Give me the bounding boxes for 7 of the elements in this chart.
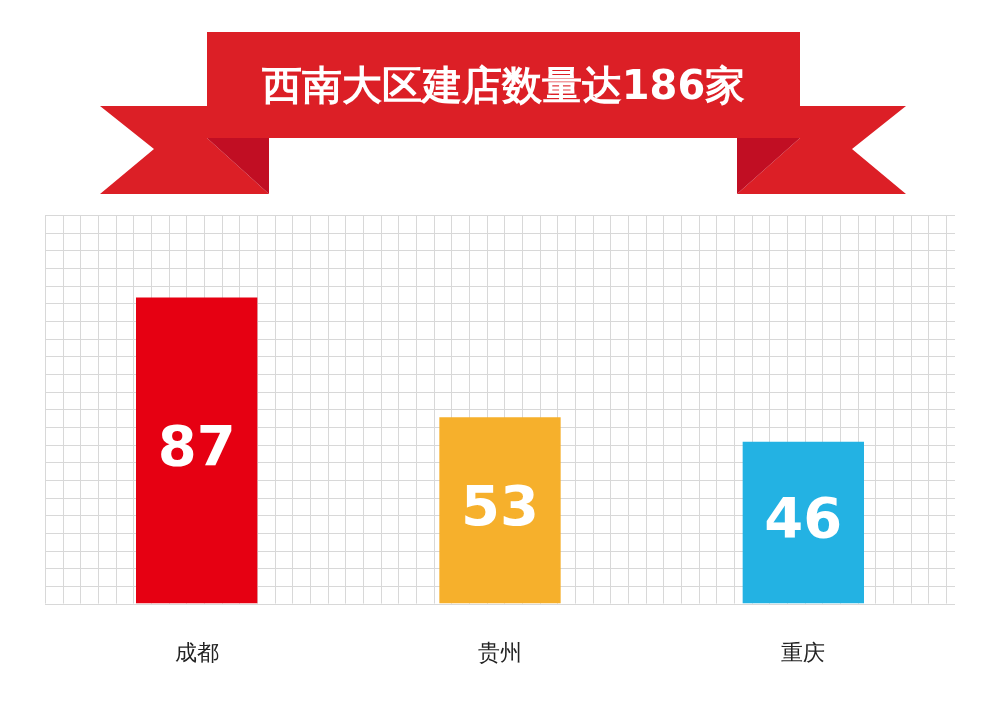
data-label: 46 <box>764 485 843 551</box>
chart-title: 西南大区建店数量达186家 <box>207 32 800 138</box>
data-label: 53 <box>461 472 539 538</box>
x-tick-label: 成都 <box>174 639 219 665</box>
data-label: 87 <box>157 413 236 479</box>
x-tick-label: 贵州 <box>478 639 522 665</box>
x-tick-label: 重庆 <box>781 639 826 665</box>
